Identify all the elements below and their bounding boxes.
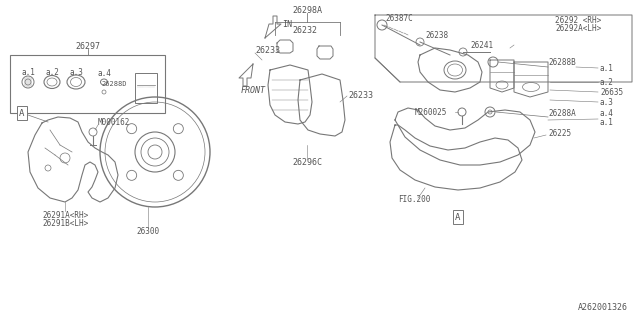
- Bar: [135, 73, 157, 103]
- Text: 26233: 26233: [255, 45, 280, 54]
- Text: 26288A: 26288A: [548, 108, 576, 117]
- Text: M000162: M000162: [98, 117, 131, 126]
- Text: a.2: a.2: [600, 77, 614, 86]
- Text: FRONT: FRONT: [241, 85, 266, 94]
- Text: 26292 <RH>: 26292 <RH>: [555, 15, 601, 25]
- Text: 26232: 26232: [292, 26, 317, 35]
- Text: a.1: a.1: [600, 117, 614, 126]
- Text: a.2: a.2: [45, 68, 59, 76]
- Text: A: A: [19, 108, 25, 117]
- Text: 26300: 26300: [136, 227, 159, 236]
- Text: 26297: 26297: [75, 42, 100, 51]
- Text: 26292A<LH>: 26292A<LH>: [555, 23, 601, 33]
- Text: a.3: a.3: [600, 98, 614, 107]
- Text: 26387C: 26387C: [385, 13, 413, 22]
- Bar: [10, 55, 165, 113]
- Text: IN: IN: [282, 20, 292, 28]
- Text: A262001326: A262001326: [578, 303, 628, 313]
- Text: M260025: M260025: [415, 108, 447, 116]
- Text: a.4: a.4: [600, 108, 614, 117]
- Text: 26288B: 26288B: [548, 58, 576, 67]
- Text: 26298A: 26298A: [292, 5, 322, 14]
- Text: 26288D: 26288D: [101, 81, 127, 87]
- Text: 26233: 26233: [348, 91, 373, 100]
- Text: FIG.200: FIG.200: [398, 196, 430, 204]
- Text: a.1: a.1: [600, 63, 614, 73]
- Text: a.1: a.1: [21, 68, 35, 76]
- Text: 26296C: 26296C: [292, 157, 322, 166]
- Text: 26635: 26635: [600, 87, 623, 97]
- Text: 26291A<RH>: 26291A<RH>: [42, 211, 88, 220]
- Text: 26241: 26241: [470, 41, 493, 50]
- Text: a.3: a.3: [69, 68, 83, 76]
- Text: 26291B<LH>: 26291B<LH>: [42, 219, 88, 228]
- Text: a.4: a.4: [97, 68, 111, 77]
- Text: 26238: 26238: [425, 30, 448, 39]
- Text: A: A: [455, 212, 461, 221]
- Text: 26225: 26225: [548, 129, 571, 138]
